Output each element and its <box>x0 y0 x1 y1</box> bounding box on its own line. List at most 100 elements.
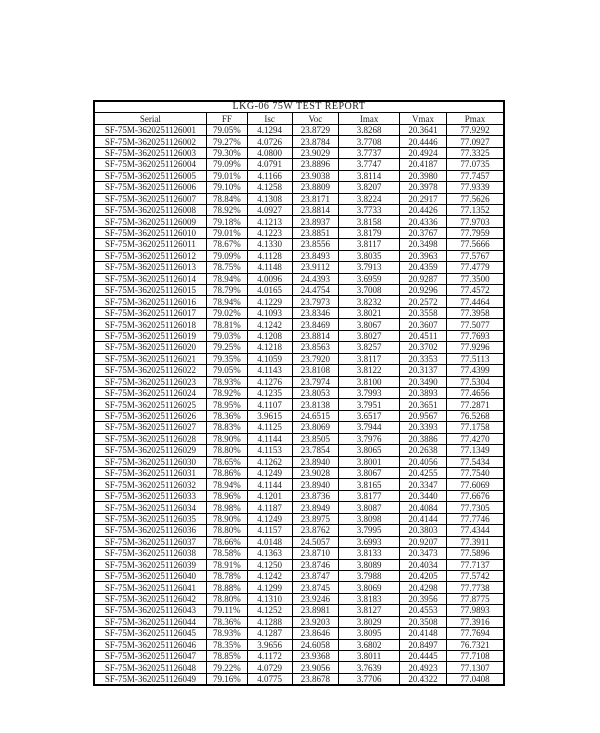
cell-pmax: 77.7959 <box>446 226 505 240</box>
cell-isc: 4.0927 <box>246 203 293 217</box>
table-row: SF-75M-3620251126006 79.10% 4.1258 23.8809 3… <box>93 181 505 194</box>
cell-pmax: 77.9292 <box>446 123 505 137</box>
cell-imax: 3.8268 <box>338 123 400 137</box>
cell-vmax: 20.3490 <box>398 375 448 388</box>
cell-vmax: 20.3498 <box>398 238 448 251</box>
cell-imax: 3.8067 <box>338 466 400 480</box>
cell-pmax: 77.5113 <box>446 352 505 366</box>
cell-pmax: 77.9703 <box>446 215 505 228</box>
cell-voc: 23.8937 <box>291 215 340 228</box>
table-row: SF-75M-3620251126045 78.93% 4.1287 23.8646 3… <box>93 627 505 640</box>
cell-voc: 23.8746 <box>291 558 340 571</box>
table-row: SF-75M-3620251126041 78.88% 4.1299 23.8745 3… <box>93 581 505 594</box>
cell-vmax: 20.3440 <box>398 489 448 503</box>
table-row: SF-75M-3620251126015 78.79% 4.0165 24.4754 3… <box>93 283 505 297</box>
cell-isc: 4.1242 <box>246 569 293 583</box>
cell-serial: SF-75M-3620251126035 <box>93 512 207 526</box>
cell-serial: SF-75M-3620251126047 <box>93 649 207 663</box>
cell-isc: 4.0729 <box>246 661 293 674</box>
cell-voc: 24.4754 <box>291 283 340 297</box>
cell-ff: 78.58% <box>205 547 248 560</box>
table-row: SF-75M-3620251126018 78.81% 4.1242 23.8469 3… <box>93 318 505 331</box>
cell-imax: 3.8165 <box>338 478 400 491</box>
cell-voc: 24.6515 <box>291 409 340 423</box>
cell-imax: 3.8179 <box>338 226 400 240</box>
cell-imax: 3.6517 <box>338 409 400 423</box>
cell-voc: 23.8171 <box>291 192 340 205</box>
cell-voc: 23.8981 <box>291 604 340 617</box>
table-row: SF-75M-3620251126008 78.92% 4.0927 23.8814 3… <box>93 203 505 217</box>
table-row: SF-75M-3620251126026 78.36% 3.9615 24.6515 3… <box>93 409 505 423</box>
table-row: SF-75M-3620251126048 79.22% 4.0729 23.9056 3… <box>93 661 505 674</box>
cell-serial: SF-75M-3620251126048 <box>93 661 207 674</box>
table-row: SF-75M-3620251126002 79.27% 4.0726 23.8784 3… <box>93 135 505 148</box>
cell-vmax: 20.3651 <box>398 398 448 411</box>
cell-isc: 3.9656 <box>246 638 293 652</box>
table-row: SF-75M-3620251126009 79.18% 4.1213 23.8937 3… <box>93 215 505 228</box>
cell-vmax: 20.4445 <box>398 649 448 663</box>
cell-voc: 24.4393 <box>291 272 340 286</box>
cell-pmax: 77.5896 <box>446 547 505 560</box>
table-row: SF-75M-3620251126011 78.67% 4.1330 23.8556 3… <box>93 238 505 251</box>
cell-vmax: 20.4446 <box>398 135 448 148</box>
cell-imax: 3.7008 <box>338 283 400 297</box>
cell-pmax: 77.4270 <box>446 432 505 446</box>
cell-serial: SF-75M-3620251126013 <box>93 261 207 274</box>
column-header-pmax: Pmax <box>446 112 505 125</box>
cell-imax: 3.7993 <box>338 386 400 400</box>
cell-ff: 78.96% <box>205 489 248 503</box>
table-row: SF-75M-3620251126013 78.75% 4.1148 23.9112 3… <box>93 261 505 274</box>
table-row: SF-75M-3620251126016 78.94% 4.1229 23.7973 3… <box>93 295 505 308</box>
cell-isc: 4.0800 <box>246 146 293 160</box>
cell-ff: 78.81% <box>205 318 248 331</box>
cell-ff: 78.80% <box>205 524 248 537</box>
cell-pmax: 77.4399 <box>446 364 505 377</box>
cell-ff: 79.35% <box>205 352 248 366</box>
cell-pmax: 77.7457 <box>446 169 505 183</box>
cell-voc: 23.7854 <box>291 444 340 457</box>
cell-vmax: 20.3803 <box>398 524 448 537</box>
table-row: SF-75M-3620251126040 78.78% 4.1242 23.8747 3… <box>93 569 505 583</box>
cell-isc: 4.1144 <box>246 478 293 491</box>
cell-ff: 79.27% <box>205 135 248 148</box>
cell-ff: 79.09% <box>205 158 248 171</box>
cell-imax: 3.8127 <box>338 604 400 617</box>
cell-voc: 23.8784 <box>291 135 340 148</box>
cell-vmax: 20.4298 <box>398 581 448 594</box>
cell-isc: 4.1288 <box>246 615 293 629</box>
table-row: SF-75M-3620251126035 78.90% 4.1249 23.8975 3… <box>93 512 505 526</box>
table-row: SF-75M-3620251126028 78.90% 4.1144 23.8505 3… <box>93 432 505 446</box>
cell-pmax: 77.5626 <box>446 192 505 205</box>
cell-ff: 79.25% <box>205 341 248 354</box>
cell-pmax: 77.4779 <box>446 261 505 274</box>
cell-vmax: 20.3978 <box>398 181 448 194</box>
cell-voc: 23.7920 <box>291 352 340 366</box>
cell-isc: 4.1201 <box>246 489 293 503</box>
cell-pmax: 77.2871 <box>446 398 505 411</box>
cell-imax: 3.8035 <box>338 249 400 263</box>
cell-vmax: 20.3956 <box>398 592 448 606</box>
cell-serial: SF-75M-3620251126045 <box>93 627 207 640</box>
cell-serial: SF-75M-3620251126016 <box>93 295 207 308</box>
cell-imax: 3.6802 <box>338 638 400 652</box>
cell-isc: 4.1229 <box>246 295 293 308</box>
cell-vmax: 20.9567 <box>398 409 448 423</box>
cell-voc: 23.7973 <box>291 295 340 308</box>
cell-ff: 78.91% <box>205 558 248 571</box>
cell-serial: SF-75M-3620251126008 <box>93 203 207 217</box>
cell-isc: 4.1330 <box>246 238 293 251</box>
cell-isc: 4.0726 <box>246 135 293 148</box>
cell-voc: 23.8814 <box>291 203 340 217</box>
cell-imax: 3.7951 <box>338 398 400 411</box>
cell-voc: 23.8814 <box>291 329 340 343</box>
cell-vmax: 20.4205 <box>398 569 448 583</box>
cell-pmax: 77.7738 <box>446 581 505 594</box>
cell-isc: 3.9615 <box>246 409 293 423</box>
table-row: SF-75M-3620251126005 79.01% 4.1166 23.9038 3… <box>93 169 505 183</box>
cell-pmax: 77.1352 <box>446 203 505 217</box>
cell-vmax: 20.3641 <box>398 123 448 137</box>
cell-ff: 78.75% <box>205 261 248 274</box>
cell-pmax: 77.7137 <box>446 558 505 571</box>
cell-isc: 4.1310 <box>246 592 293 606</box>
cell-isc: 4.1249 <box>246 466 293 480</box>
